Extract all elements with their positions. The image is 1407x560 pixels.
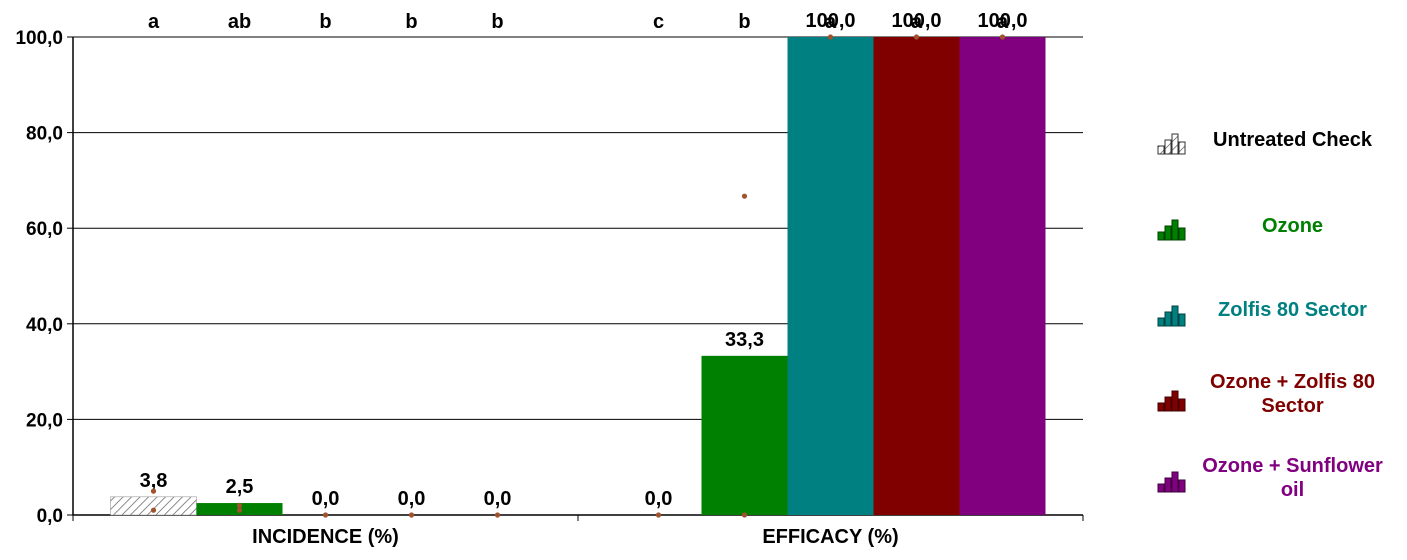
significance-letter: b [319, 11, 331, 33]
replicate-point [741, 193, 748, 199]
legend-swatch-zolfis [1157, 305, 1186, 327]
significance-letter: b [738, 11, 750, 33]
legend-label-ozone-sunflower: Ozone + Sunflower oil [1202, 455, 1383, 501]
y-tick-label: 60,0 [26, 219, 63, 240]
legend-label-ozone: Ozone [1261, 215, 1324, 237]
significance-letter: ab [228, 11, 251, 33]
replicate-point [494, 512, 501, 518]
data-label: 2,5 [226, 476, 254, 498]
replicate-point [150, 507, 157, 513]
replicate-point [236, 507, 243, 513]
data-label: 0,0 [398, 488, 426, 510]
replicate-point [827, 34, 834, 40]
replicate-point [150, 488, 157, 494]
legend-item-ozone: Ozone [1150, 200, 1400, 260]
replicate-point [236, 502, 243, 509]
significance-letter: b [405, 11, 417, 33]
y-tick-label: 20,0 [26, 410, 63, 431]
replicate-point [408, 512, 415, 518]
data-label: 33,3 [725, 329, 764, 351]
legend-label-zolfis: Zolfis 80 Sector [1218, 299, 1367, 321]
legend-label-untreated-check: Untreated Check [1213, 129, 1372, 151]
legend-item-untreated-check: Untreated Check [1150, 120, 1400, 180]
legend-swatch-ozone-zolfis [1157, 390, 1186, 412]
bar [873, 37, 960, 515]
data-label: 0,0 [312, 488, 340, 510]
x-category-label: INCIDENCE (%) [252, 526, 399, 548]
legend-item-ozone-zolfis: Ozone + Zolfis 80 Sector [1150, 365, 1400, 425]
data-label: 3,8 [140, 470, 168, 492]
significance-letter: a [997, 11, 1009, 33]
y-tick-label: 40,0 [26, 315, 63, 336]
replicate-point [741, 512, 748, 518]
bar [701, 355, 788, 515]
x-category-label: EFFICACY (%) [762, 526, 898, 548]
significance-letter: b [491, 11, 503, 33]
legend-swatch-untreated-check [1157, 133, 1186, 155]
bar [787, 37, 874, 515]
y-tick-label: 100,0 [15, 28, 63, 49]
y-tick-label: 0,0 [37, 506, 63, 527]
legend-item-zolfis: Zolfis 80 Sector [1150, 288, 1400, 348]
significance-letter: c [653, 11, 664, 33]
data-label: 100,0 [805, 10, 855, 32]
legend-swatch-ozone-sunflower [1157, 471, 1186, 493]
replicate-point [655, 512, 662, 518]
significance-letter: a [911, 11, 923, 33]
legend-swatch-ozone [1157, 219, 1186, 241]
data-label: 100,0 [891, 10, 941, 32]
legend-label-ozone-zolfis: Ozone + Zolfis 80 Sector [1209, 371, 1376, 417]
data-label: 0,0 [645, 488, 673, 510]
data-label: 100,0 [977, 10, 1027, 32]
replicate-point [322, 512, 329, 518]
replicate-point [999, 34, 1006, 40]
significance-letter: a [825, 11, 837, 33]
data-label: 0,0 [484, 488, 512, 510]
bar [959, 37, 1046, 515]
replicate-point [913, 34, 920, 40]
legend-item-ozone-sunflower: Ozone + Sunflower oil [1150, 450, 1400, 510]
significance-letter: a [148, 11, 160, 33]
y-tick-label: 80,0 [26, 124, 63, 145]
